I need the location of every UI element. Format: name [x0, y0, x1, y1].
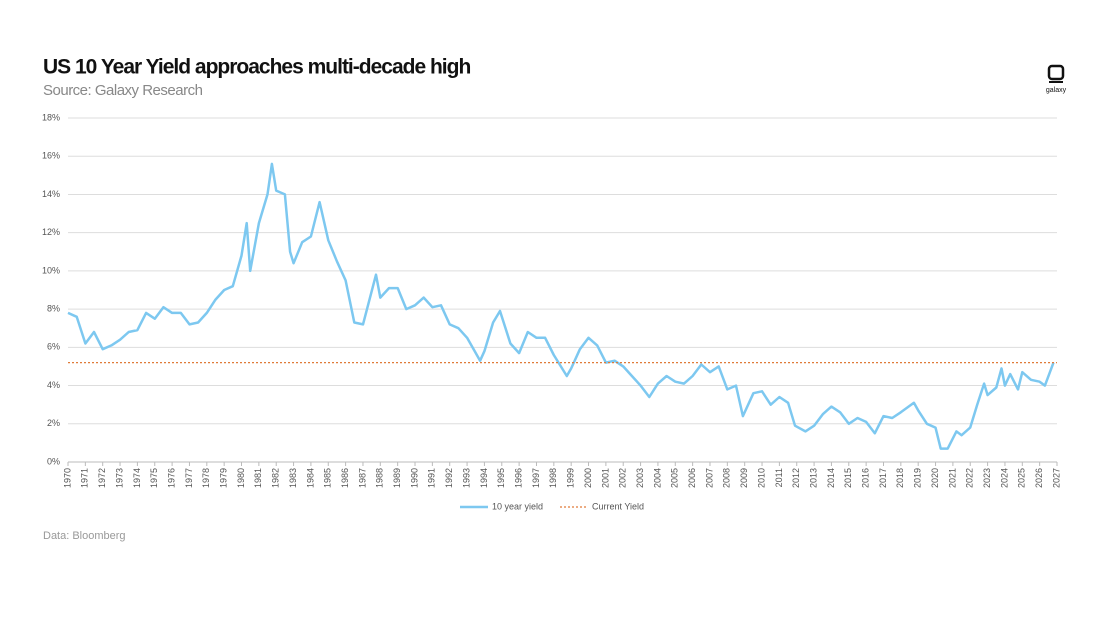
x-tick-label: 2020 — [930, 468, 940, 488]
x-tick-label: 2022 — [965, 468, 975, 488]
x-tick-label: 1986 — [340, 468, 350, 488]
x-tick-label: 1993 — [461, 468, 471, 488]
x-tick-label: 2023 — [982, 468, 992, 488]
x-tick-label: 2007 — [704, 468, 714, 488]
x-tick-label: 1980 — [236, 468, 246, 488]
x-tick-label: 1978 — [201, 468, 211, 488]
x-tick-label: 2026 — [1034, 468, 1044, 488]
x-tick-label: 1982 — [271, 468, 281, 488]
x-tick-label: 1992 — [444, 468, 454, 488]
x-tick-label: 1985 — [323, 468, 333, 488]
y-tick-label: 12% — [42, 227, 60, 237]
x-tick-label: 1987 — [357, 468, 367, 488]
x-tick-label: 2018 — [895, 468, 905, 488]
y-tick-label: 6% — [47, 342, 60, 352]
x-tick-label: 2009 — [739, 468, 749, 488]
x-tick-label: 1983 — [288, 468, 298, 488]
x-tick-label: 2003 — [635, 468, 645, 488]
x-tick-label: 1974 — [132, 468, 142, 488]
x-tick-label: 1995 — [496, 468, 506, 488]
chart-subtitle: Source: Galaxy Research — [43, 82, 203, 99]
x-tick-label: 2013 — [808, 468, 818, 488]
x-tick-label: 2025 — [1017, 468, 1027, 488]
y-tick-label: 18% — [42, 112, 60, 122]
x-tick-label: 1994 — [479, 468, 489, 488]
logo-text: galaxy — [1046, 87, 1067, 94]
x-tick-label: 1997 — [531, 468, 541, 488]
y-tick-label: 2% — [47, 418, 60, 428]
x-tick-label: 2010 — [756, 468, 766, 488]
x-tick-label: 1976 — [166, 468, 176, 488]
x-tick-label: 2024 — [999, 468, 1009, 488]
x-tick-label: 2002 — [618, 468, 628, 488]
x-tick-label: 1979 — [219, 468, 229, 488]
x-tick-label: 2015 — [843, 468, 853, 488]
x-tick-label: 1977 — [184, 468, 194, 488]
x-tick-label: 2027 — [1051, 468, 1061, 488]
x-tick-label: 1999 — [566, 468, 576, 488]
legend-label: Current Yield — [592, 501, 644, 511]
x-tick-label: 1973 — [114, 468, 124, 488]
x-tick-label: 2004 — [652, 468, 662, 488]
x-tick-label: 2012 — [791, 468, 801, 488]
y-tick-label: 4% — [47, 380, 60, 390]
y-tick-label: 10% — [42, 265, 60, 275]
x-tick-label: 1996 — [513, 468, 523, 488]
y-tick-label: 8% — [47, 303, 60, 313]
x-tick-label: 1988 — [375, 468, 385, 488]
footer: Data: Bloomberg — [43, 530, 126, 542]
legend-label: 10 year yield — [492, 501, 543, 511]
x-tick-label: 1998 — [548, 468, 558, 488]
logo-icon — [1047, 64, 1065, 81]
x-tick-label: 1991 — [427, 468, 437, 488]
x-tick-label: 2005 — [670, 468, 680, 488]
x-tick-label: 1989 — [392, 468, 402, 488]
x-tick-label: 2006 — [687, 468, 697, 488]
chart-title: US 10 Year Yield approaches multi-decade… — [43, 56, 470, 79]
x-tick-label: 1972 — [97, 468, 107, 488]
line-series — [67, 162, 1055, 450]
y-tick-label: 0% — [47, 456, 60, 466]
x-tick-label: 1981 — [253, 468, 263, 488]
x-tick-label: 2014 — [826, 468, 836, 488]
x-tick-label: 1984 — [305, 468, 315, 488]
x-tick-label: 2016 — [861, 468, 871, 488]
y-tick-label: 16% — [42, 151, 60, 161]
x-tick-label: 2008 — [722, 468, 732, 488]
x-tick-label: 2019 — [913, 468, 923, 488]
x-tick-label: 1990 — [409, 468, 419, 488]
x-tick-label: 2017 — [878, 468, 888, 488]
x-tick-label: 2001 — [600, 468, 610, 488]
y-tick-label: 14% — [42, 189, 60, 199]
x-tick-label: 1975 — [149, 468, 159, 488]
x-tick-label: 1970 — [62, 468, 72, 488]
x-tick-label: 2021 — [947, 468, 957, 488]
x-tick-label: 1971 — [80, 468, 90, 488]
x-tick-label: 2000 — [583, 468, 593, 488]
x-tick-label: 2011 — [774, 468, 784, 487]
